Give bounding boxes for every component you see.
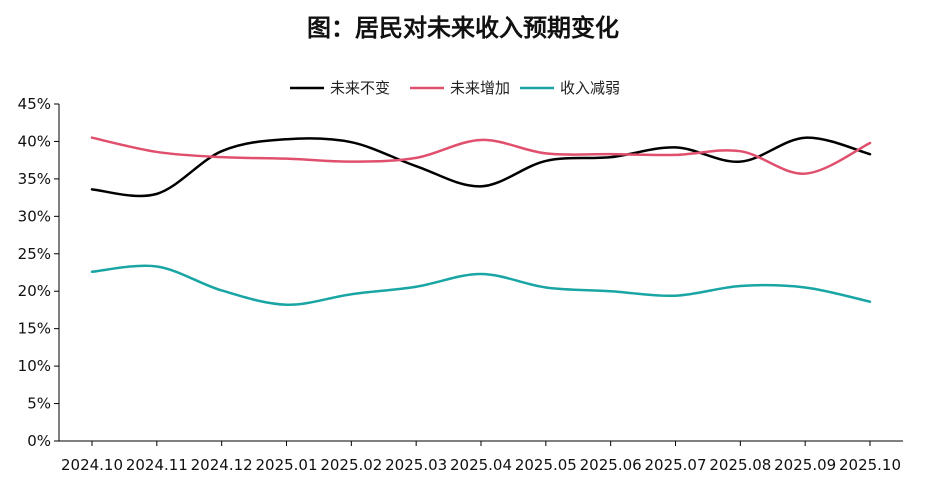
y-tick-label: 15% (18, 320, 51, 338)
y-tick-label: 35% (18, 170, 51, 188)
legend-label: 未来不变 (330, 79, 390, 97)
y-tick-label: 20% (18, 282, 51, 300)
x-tick-label: 2025.02 (320, 456, 382, 474)
x-tick-label: 2025.06 (580, 456, 642, 474)
x-tick-label: 2024.11 (126, 456, 188, 474)
y-tick-label: 30% (18, 207, 51, 225)
legend-label: 收入减弱 (560, 79, 620, 97)
y-tick-label: 10% (18, 357, 51, 375)
y-axis-ticks: 0% 5% 10% 15% 20% 25% 30% 35% 40% 45% (18, 95, 59, 450)
x-tick-label: 2025.05 (515, 456, 577, 474)
x-tick-label: 2025.08 (709, 456, 771, 474)
x-tick-label: 2024.12 (191, 456, 253, 474)
y-tick-label: 0% (27, 432, 51, 450)
y-tick-label: 40% (18, 132, 51, 150)
y-tick-label: 25% (18, 245, 51, 263)
series-lines (90, 136, 872, 306)
x-axis-ticks: 2024.10 2024.11 2024.12 2025.01 2025.02 2025.… (61, 441, 901, 474)
x-tick-label: 2025.07 (644, 456, 706, 474)
series-line-2 (90, 136, 872, 175)
x-tick-label: 2025.09 (774, 456, 836, 474)
series-line-1 (90, 136, 872, 198)
x-tick-label: 2025.01 (255, 456, 317, 474)
series-line-3 (90, 264, 872, 306)
legend: 未来不变 未来增加 收入减弱 (290, 79, 620, 97)
y-tick-label: 5% (27, 395, 51, 413)
y-tick-label: 45% (18, 95, 51, 113)
chart-title: 图：居民对未来收入预期变化 (307, 14, 619, 42)
legend-label: 未来增加 (450, 79, 510, 97)
x-tick-label: 2025.04 (450, 456, 512, 474)
x-tick-label: 2025.03 (385, 456, 447, 474)
x-tick-label: 2025.10 (839, 456, 901, 474)
x-tick-label: 2024.10 (61, 456, 123, 474)
